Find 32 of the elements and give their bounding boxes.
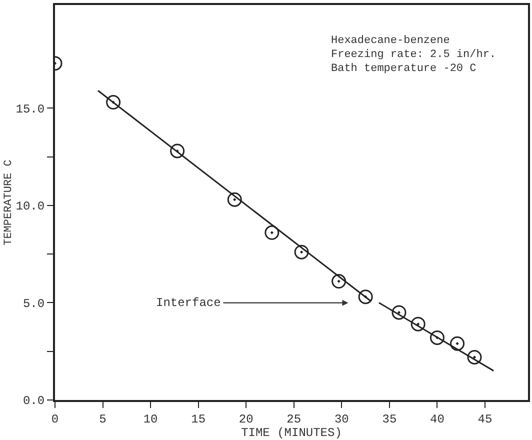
annotation: Bath temperature -20 C [331,63,477,75]
x-axis-title: TIME (MINUTES) [241,426,342,440]
x-tick-label: 30 [334,412,349,426]
point [430,330,444,345]
x-tick-label: 10 [143,412,158,426]
annotation: Freezing rate: 2.5 in/hr. [331,49,496,61]
annotation: Interface [156,296,221,310]
x-tick-label: 45 [478,412,492,426]
x-tick-label: 5 [99,412,106,426]
point [106,95,121,110]
y-axis-title: TEMPERATURE C [2,159,15,246]
x-tick-label: 15 [191,412,206,426]
point [332,274,346,289]
y-tick-label: 15.0 [16,102,45,116]
point [294,244,309,260]
x-tick-label: 40 [430,412,444,426]
y-tick-label: 0.0 [22,394,45,408]
x-tick-label: 20 [238,412,254,426]
point [467,350,482,364]
point [264,225,280,240]
point [410,316,426,332]
annotation: Hexadecane-benzene [331,35,450,47]
y-tick-label: 10.0 [16,200,45,214]
point [450,336,465,351]
y-tick-label: 5.0 [22,296,45,311]
x-tick-label: 25 [286,412,302,426]
x-tick-label: 35 [382,412,397,426]
x-tick-label: 0 [51,412,59,426]
point [358,290,373,304]
point [170,144,185,158]
point [392,305,406,320]
point [227,192,242,207]
